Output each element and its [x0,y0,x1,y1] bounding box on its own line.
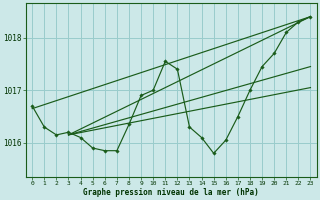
X-axis label: Graphe pression niveau de la mer (hPa): Graphe pression niveau de la mer (hPa) [84,188,259,197]
